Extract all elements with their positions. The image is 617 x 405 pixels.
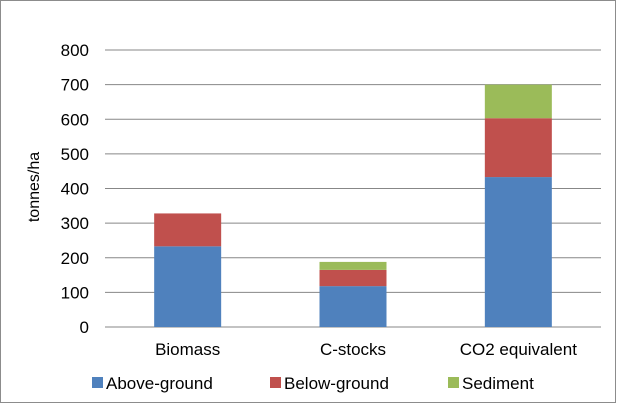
y-tick-label: 700	[61, 76, 89, 95]
legend-swatch-sediment	[448, 377, 459, 388]
legend-label: Sediment	[462, 374, 534, 393]
legend: Above-ground Below-ground Sediment	[92, 374, 534, 393]
y-tick-label: 400	[61, 180, 89, 199]
y-tick-label: 100	[61, 283, 89, 302]
bar-biomass-above-ground	[154, 246, 222, 327]
y-tick-label: 600	[61, 110, 89, 129]
bar-c-stocks-sediment	[319, 261, 387, 270]
bar-co2-equivalent-below-ground	[484, 118, 552, 178]
legend-swatch-above-ground	[92, 377, 103, 388]
bar-c-stocks-above-ground	[319, 286, 387, 327]
y-tick-label: 500	[61, 145, 89, 164]
y-tick-label: 300	[61, 214, 89, 233]
bars	[154, 84, 552, 327]
bar-biomass-below-ground	[154, 213, 222, 247]
x-axis-category-labels: Biomass C-stocks CO2 equivalent	[155, 340, 577, 359]
x-category-label: CO2 equivalent	[460, 340, 577, 359]
x-category-label: C-stocks	[320, 340, 386, 359]
y-axis-tick-labels: 0 100 200 300 400 500 600 700 800	[61, 41, 89, 337]
bar-co2-equivalent-above-ground	[484, 177, 552, 327]
bar-co2-equivalent-sediment	[484, 84, 552, 119]
legend-label: Above-ground	[106, 374, 213, 393]
y-tick-label: 0	[80, 318, 89, 337]
y-axis-title: tonnes/ha	[26, 152, 43, 222]
bar-c-stocks-below-ground	[319, 269, 387, 287]
y-tick-label: 800	[61, 41, 89, 60]
y-tick-label: 200	[61, 249, 89, 268]
legend-swatch-below-ground	[270, 377, 281, 388]
x-category-label: Biomass	[155, 340, 220, 359]
legend-label: Below-ground	[284, 374, 389, 393]
